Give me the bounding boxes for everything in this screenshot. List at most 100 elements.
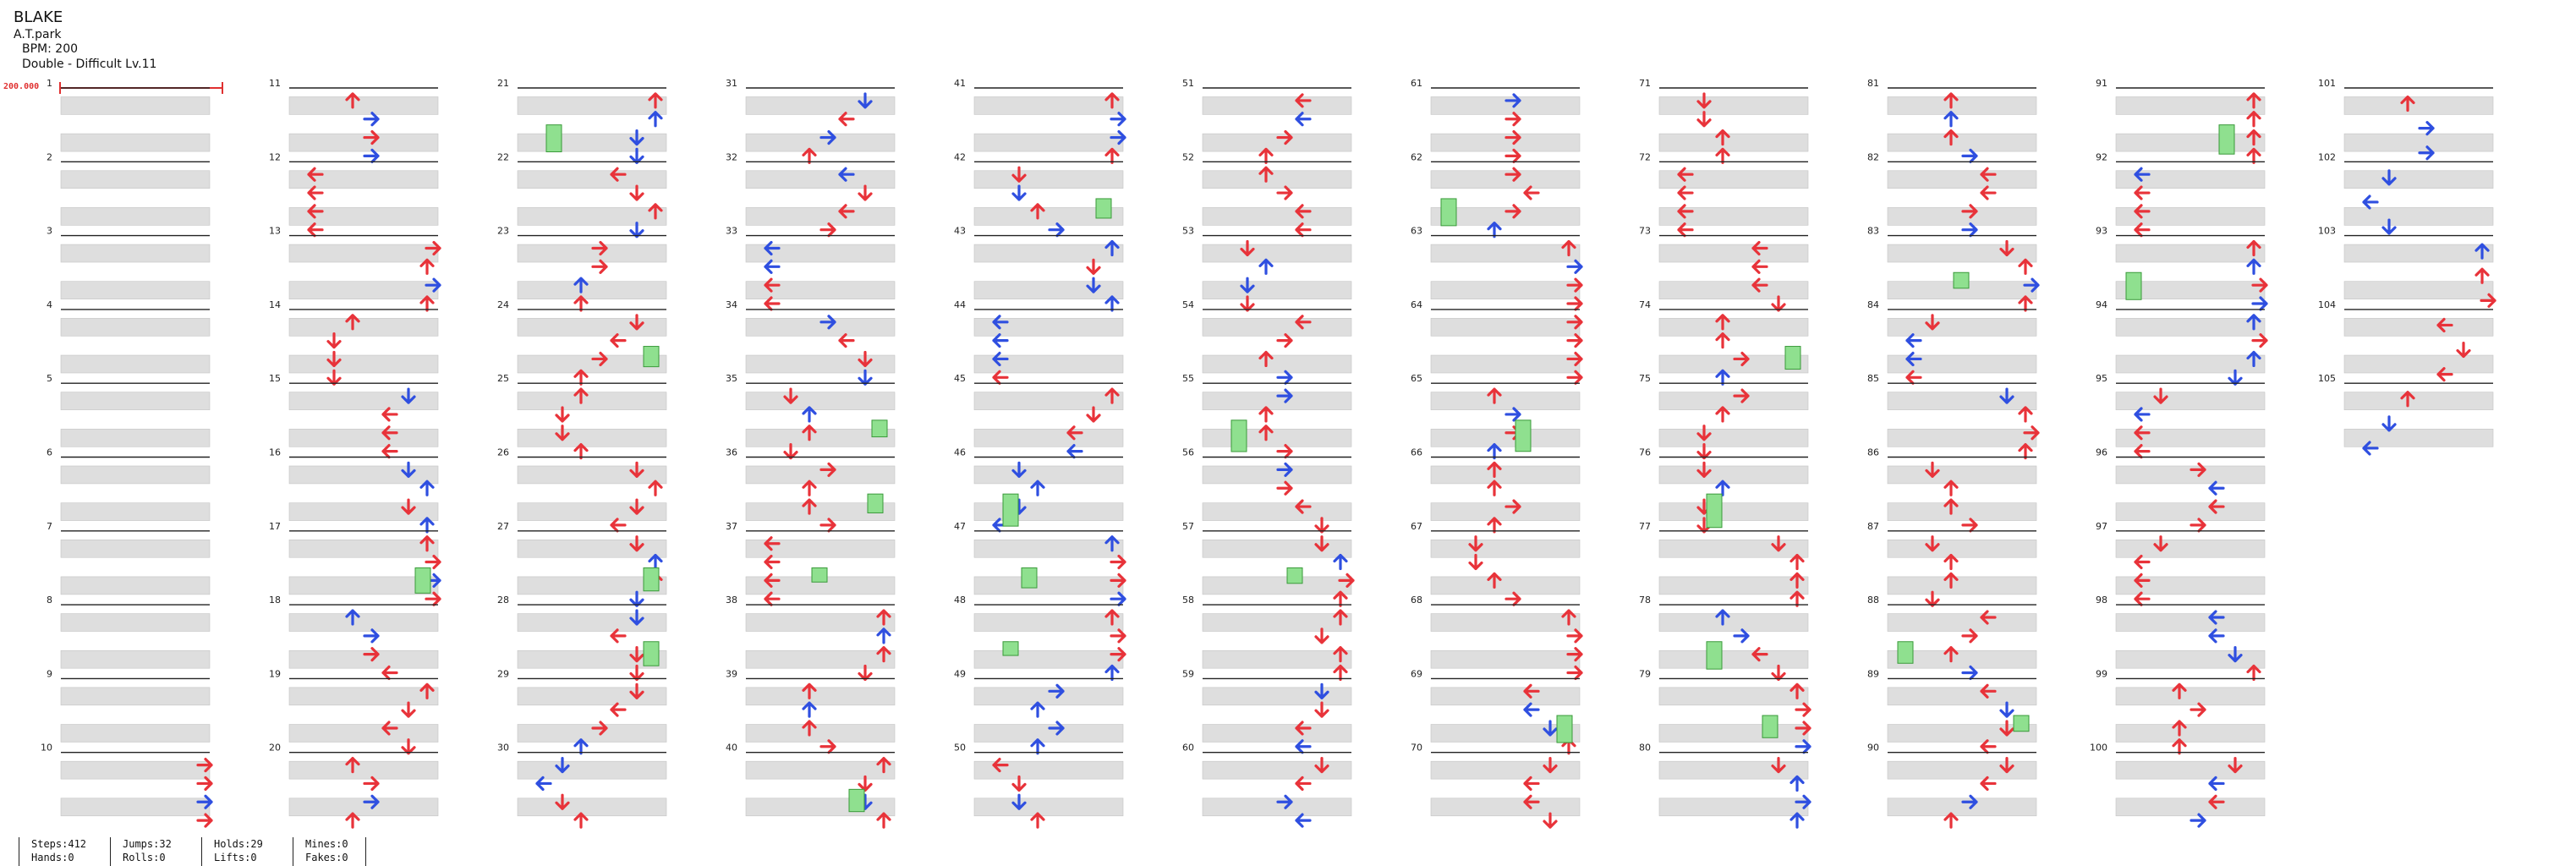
step-arrow-224 — [1487, 461, 1502, 479]
measure-number: 85 — [1867, 373, 1879, 384]
measure-number: 96 — [2096, 447, 2107, 458]
step-arrow-159 — [1030, 738, 1045, 755]
stat-group-jumps: Jumps:32 Rolls:0 — [110, 837, 172, 866]
beat-stripe — [1658, 760, 1809, 780]
step-arrow-5 — [363, 112, 380, 127]
beat-stripe — [1202, 429, 1352, 447]
beat-stripe — [973, 539, 1124, 558]
step-arrow-223 — [1487, 442, 1502, 460]
beat-stripe — [517, 318, 667, 337]
beat-stripe — [973, 576, 1124, 595]
step-arrow-302 — [2023, 425, 2040, 441]
beat-stripe — [973, 724, 1124, 743]
step-arrow-208 — [1504, 167, 1521, 182]
step-arrow-192 — [1333, 609, 1348, 626]
beat-stripe — [745, 797, 896, 817]
beat-stripe — [1658, 392, 1809, 410]
beat-stripe — [2343, 96, 2494, 115]
measure-number: 72 — [1639, 151, 1651, 162]
hold-note-0 — [414, 567, 431, 594]
beat-stripe — [745, 539, 896, 558]
step-arrow-228 — [1468, 535, 1483, 552]
step-arrow-154 — [1110, 647, 1126, 662]
step-arrow-264 — [1696, 461, 1712, 479]
step-arrow-98 — [858, 350, 873, 368]
measure-number: 67 — [1411, 521, 1422, 532]
step-arrow-21 — [381, 407, 398, 422]
measure-number: 10 — [41, 743, 52, 754]
step-arrow-283 — [1789, 812, 1805, 829]
step-arrow-280 — [1771, 757, 1786, 774]
beat-stripe — [1887, 465, 2037, 485]
beat-stripe — [2115, 392, 2266, 410]
step-arrow-330 — [2134, 204, 2151, 219]
step-arrow-131 — [1048, 222, 1065, 238]
step-arrow-284 — [1943, 92, 1959, 109]
step-arrow-94 — [764, 277, 781, 293]
measure-number: 80 — [1639, 743, 1651, 754]
step-arrow-118 — [802, 720, 817, 737]
step-arrow-63 — [573, 442, 589, 460]
step-arrow-296 — [1925, 314, 1940, 331]
step-arrow-46 — [629, 129, 644, 146]
step-arrow-109 — [764, 554, 781, 570]
step-arrow-83 — [573, 812, 589, 829]
beat-stripe — [1658, 650, 1809, 669]
step-arrow-6 — [363, 129, 380, 145]
beat-stripe — [517, 797, 667, 817]
beat-stripe — [60, 650, 211, 669]
measure-number: 78 — [1639, 595, 1651, 606]
hold-note-2 — [643, 346, 660, 368]
measure-number: 42 — [954, 151, 966, 162]
step-arrow-281 — [1789, 775, 1805, 792]
step-arrow-40 — [345, 757, 360, 774]
beat-stripe — [1658, 429, 1809, 447]
step-arrow-314 — [1943, 646, 1959, 663]
step-arrow-112 — [876, 609, 891, 626]
step-arrow-48 — [610, 167, 627, 182]
measure-number: 86 — [1867, 447, 1879, 458]
step-arrow-287 — [1961, 148, 1978, 163]
step-arrow-102 — [802, 425, 817, 441]
step-arrow-199 — [1295, 739, 1312, 754]
measure-number: 63 — [1411, 226, 1422, 237]
hold-note-6 — [867, 493, 884, 513]
step-arrow-207 — [1504, 148, 1521, 163]
measure-number: 11 — [269, 78, 281, 89]
measure-number: 53 — [1182, 226, 1194, 237]
step-arrow-268 — [1771, 535, 1786, 552]
step-arrow-170 — [1295, 204, 1312, 219]
measure-number: 75 — [1639, 373, 1651, 384]
step-arrow-203 — [1295, 813, 1312, 828]
beat-stripe — [973, 244, 1124, 263]
step-arrow-126 — [1110, 129, 1126, 145]
beat-stripe — [2115, 170, 2266, 189]
step-arrow-210 — [1504, 204, 1521, 219]
beat-stripe — [1202, 207, 1352, 226]
step-arrow-278 — [1795, 721, 1811, 736]
beat-stripe — [2115, 797, 2266, 817]
step-arrow-16 — [345, 314, 360, 331]
step-arrow-22 — [381, 425, 398, 441]
beat-stripe — [1658, 502, 1809, 521]
beat-stripe — [1658, 539, 1809, 558]
beat-stripe — [288, 724, 439, 743]
measure-number: 15 — [269, 373, 281, 384]
step-arrow-206 — [1504, 129, 1521, 145]
beat-stripe — [745, 96, 896, 115]
beat-stripe — [973, 281, 1124, 299]
measure-number: 77 — [1639, 521, 1651, 532]
hold-note-18 — [1784, 346, 1801, 370]
step-arrow-68 — [629, 535, 644, 552]
step-arrow-368 — [2362, 195, 2379, 210]
step-arrow-265 — [1715, 480, 1730, 496]
beat-stripe — [1202, 576, 1352, 595]
beat-stripe — [2115, 465, 2266, 485]
hold-note-11 — [1021, 567, 1038, 589]
step-arrow-243 — [1543, 812, 1558, 829]
beat-stripe — [517, 392, 667, 410]
step-arrow-168 — [1258, 166, 1274, 183]
hold-note-14 — [1286, 567, 1303, 584]
song-bpm: BPM: 200 — [22, 42, 79, 56]
step-arrow-375 — [2436, 367, 2453, 382]
